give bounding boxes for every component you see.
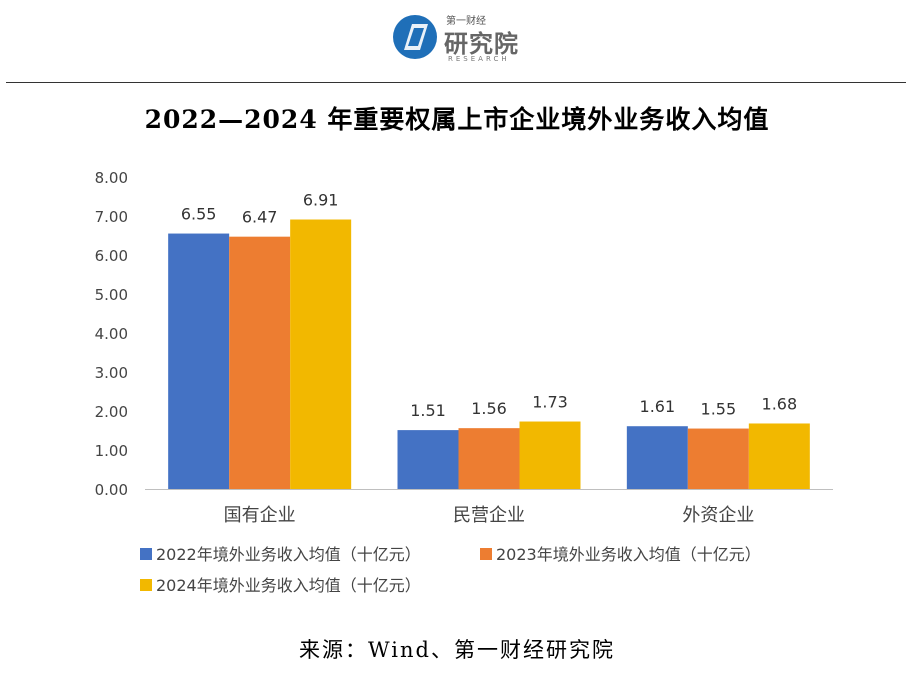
- bar: [229, 236, 291, 489]
- data-label: 1.73: [532, 393, 568, 412]
- y-tick-label: 6.00: [95, 247, 128, 265]
- legend-swatch: [480, 548, 492, 560]
- legend-swatch: [140, 548, 152, 560]
- bar: [519, 421, 581, 489]
- x-tick-label: 民营企业: [453, 505, 525, 526]
- bar: [290, 219, 352, 489]
- data-label: 1.68: [762, 394, 798, 413]
- y-tick-label: 8.00: [95, 169, 128, 187]
- y-tick-label: 3.00: [95, 364, 128, 382]
- y-tick-label: 5.00: [95, 286, 128, 304]
- data-label: 1.51: [410, 401, 446, 420]
- logo-main-text: 研究院: [444, 30, 519, 58]
- legend-swatch: [140, 579, 152, 591]
- data-label: 6.91: [303, 191, 339, 210]
- bar: [397, 430, 459, 489]
- bar-chart: 0.00 1.00 2.00 3.00 4.00 5.00 6.00 7.00 8.00 6.55…: [95, 169, 833, 595]
- bar: [687, 428, 749, 489]
- bar: [748, 423, 810, 489]
- chart-title: 2022—2024 年重要权属上市企业境外业务收入均值: [144, 105, 770, 134]
- bar: [458, 428, 520, 489]
- y-tick-label: 4.00: [95, 325, 128, 343]
- bar: [168, 233, 230, 489]
- source-note: 来源：Wind、第一财经研究院: [299, 638, 615, 662]
- x-tick-label: 国有企业: [224, 505, 296, 526]
- y-tick-label: 7.00: [95, 208, 128, 226]
- logo-sub-text: RESEARCH: [448, 55, 510, 63]
- legend-label: 2024年境外业务收入均值（十亿元）: [156, 576, 421, 595]
- brand-logo: 第一财经 研究院 RESEARCH: [390, 10, 530, 66]
- y-tick-label: 0.00: [95, 481, 128, 499]
- y-tick-label: 1.00: [95, 442, 128, 460]
- data-label: 1.61: [640, 397, 676, 416]
- legend-label: 2022年境外业务收入均值（十亿元）: [156, 545, 421, 564]
- data-label: 6.55: [181, 205, 217, 224]
- logo-emblem-icon: [393, 15, 437, 59]
- data-label: 1.55: [701, 400, 737, 419]
- y-tick-label: 2.00: [95, 403, 128, 421]
- logo-small-text: 第一财经: [446, 16, 486, 27]
- data-label: 1.56: [471, 399, 507, 418]
- bar: [626, 426, 688, 489]
- x-tick-label: 外资企业: [682, 505, 754, 526]
- data-label: 6.47: [242, 208, 278, 227]
- header-divider: [6, 82, 906, 83]
- legend-label: 2023年境外业务收入均值（十亿元）: [496, 545, 761, 564]
